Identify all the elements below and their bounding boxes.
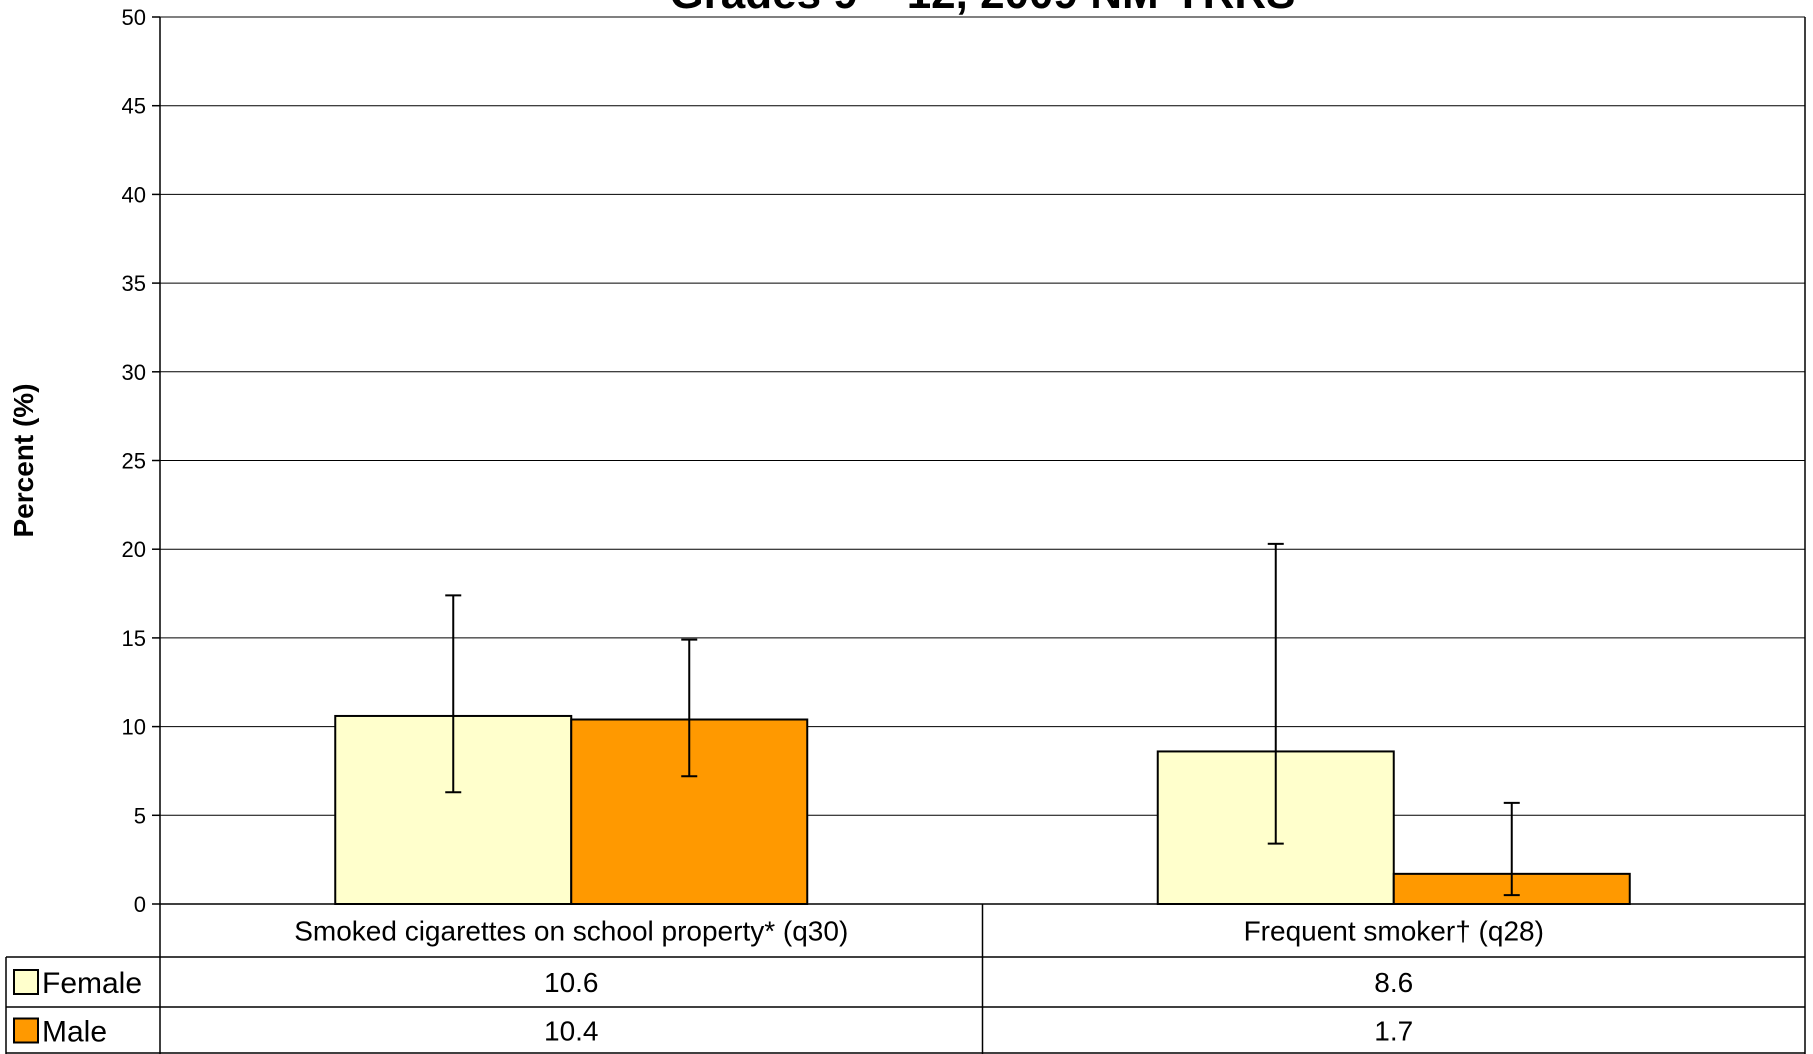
category-label: Smoked cigarettes on school property* (q… bbox=[294, 916, 848, 947]
error-bar-female-1 bbox=[445, 594, 462, 794]
grid-lines bbox=[160, 16, 1805, 816]
bars bbox=[334, 714, 1631, 906]
y-tick-label: 5 bbox=[134, 803, 146, 828]
data-label: 8.6 bbox=[1374, 967, 1413, 998]
legend-label-female: Female bbox=[42, 967, 142, 1000]
chart-title: Grades 9 – 12, 2009 NM-YRRS bbox=[669, 0, 1295, 18]
error-bar-male-2 bbox=[1503, 801, 1520, 897]
y-tick-label: 10 bbox=[122, 715, 146, 740]
y-tick-label: 15 bbox=[122, 626, 146, 651]
y-tick-labels: 0 5 10 15 20 25 30 35 40 45 50 bbox=[122, 5, 160, 917]
error-bars bbox=[445, 542, 1520, 897]
error-bar-female-2 bbox=[1267, 542, 1284, 845]
legend-swatch-male bbox=[13, 1017, 39, 1044]
legend-label-male: Male bbox=[42, 1016, 107, 1049]
y-tick-label: 25 bbox=[122, 449, 146, 474]
error-bar-male-1 bbox=[681, 638, 698, 778]
y-tick-label: 20 bbox=[122, 537, 146, 562]
y-tick-label: 45 bbox=[122, 94, 146, 119]
axes bbox=[159, 16, 1805, 904]
data-label: 1.7 bbox=[1374, 1016, 1413, 1047]
y-axis-title: Percent (%) bbox=[8, 383, 39, 537]
y-tick-label: 40 bbox=[122, 182, 146, 207]
legend-swatch-female bbox=[13, 969, 39, 995]
y-tick-label: 0 bbox=[134, 892, 146, 917]
y-tick-label: 30 bbox=[122, 360, 146, 385]
category-label: Frequent smoker† (q28) bbox=[1244, 916, 1544, 947]
data-label: 10.6 bbox=[544, 967, 599, 998]
data-label: 10.4 bbox=[544, 1016, 599, 1047]
y-tick-label: 35 bbox=[122, 271, 146, 296]
data-table: Smoked cigarettes on school property* (q… bbox=[5, 17, 1806, 1054]
y-tick-label: 50 bbox=[122, 5, 146, 30]
